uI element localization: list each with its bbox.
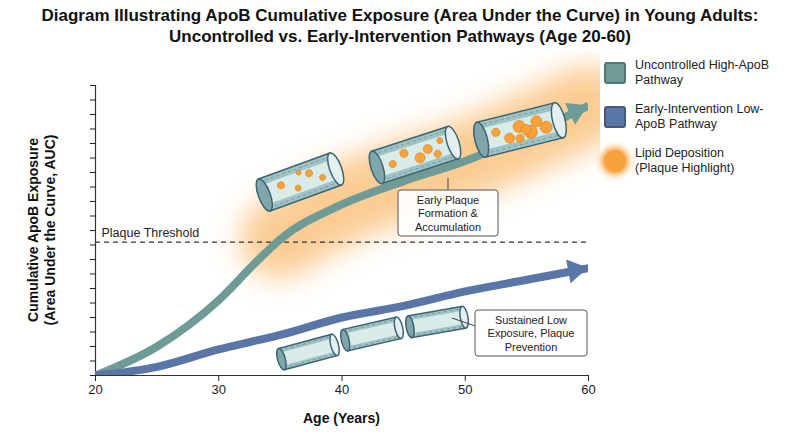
- svg-text:60: 60: [581, 382, 595, 397]
- svg-text:50: 50: [458, 382, 472, 397]
- svg-text:Cumulative ApoB Exposure(Area: Cumulative ApoB Exposure(Area Under the …: [25, 135, 58, 326]
- svg-text:20: 20: [88, 382, 102, 397]
- svg-text:Sustained LowExposure, PlaqueP: Sustained LowExposure, PlaquePrevention: [488, 314, 575, 353]
- svg-text:Age (Years): Age (Years): [303, 410, 380, 426]
- html-text:Early-Intervention Low-ApoB Pa: Early-Intervention Low-ApoB Pathway: [635, 102, 764, 131]
- svg-text:Early PlaqueFormation &Accumul: Early PlaqueFormation &Accumulation: [415, 194, 481, 233]
- html-text:Lipid Deposition (Plaque Highl: Lipid Deposition (Plaque Highlight): [635, 146, 735, 175]
- html-text:Diagram Illustrating ApoB Cumu: Diagram Illustrating ApoB Cumulative Exp…: [41, 6, 759, 46]
- svg-text:Plaque Threshold: Plaque Threshold: [102, 226, 200, 240]
- svg-text:30: 30: [212, 382, 226, 397]
- svg-text:40: 40: [335, 382, 349, 397]
- html-text:Uncontrolled High-ApoB Pathway: Uncontrolled High-ApoB Pathway: [635, 58, 770, 87]
